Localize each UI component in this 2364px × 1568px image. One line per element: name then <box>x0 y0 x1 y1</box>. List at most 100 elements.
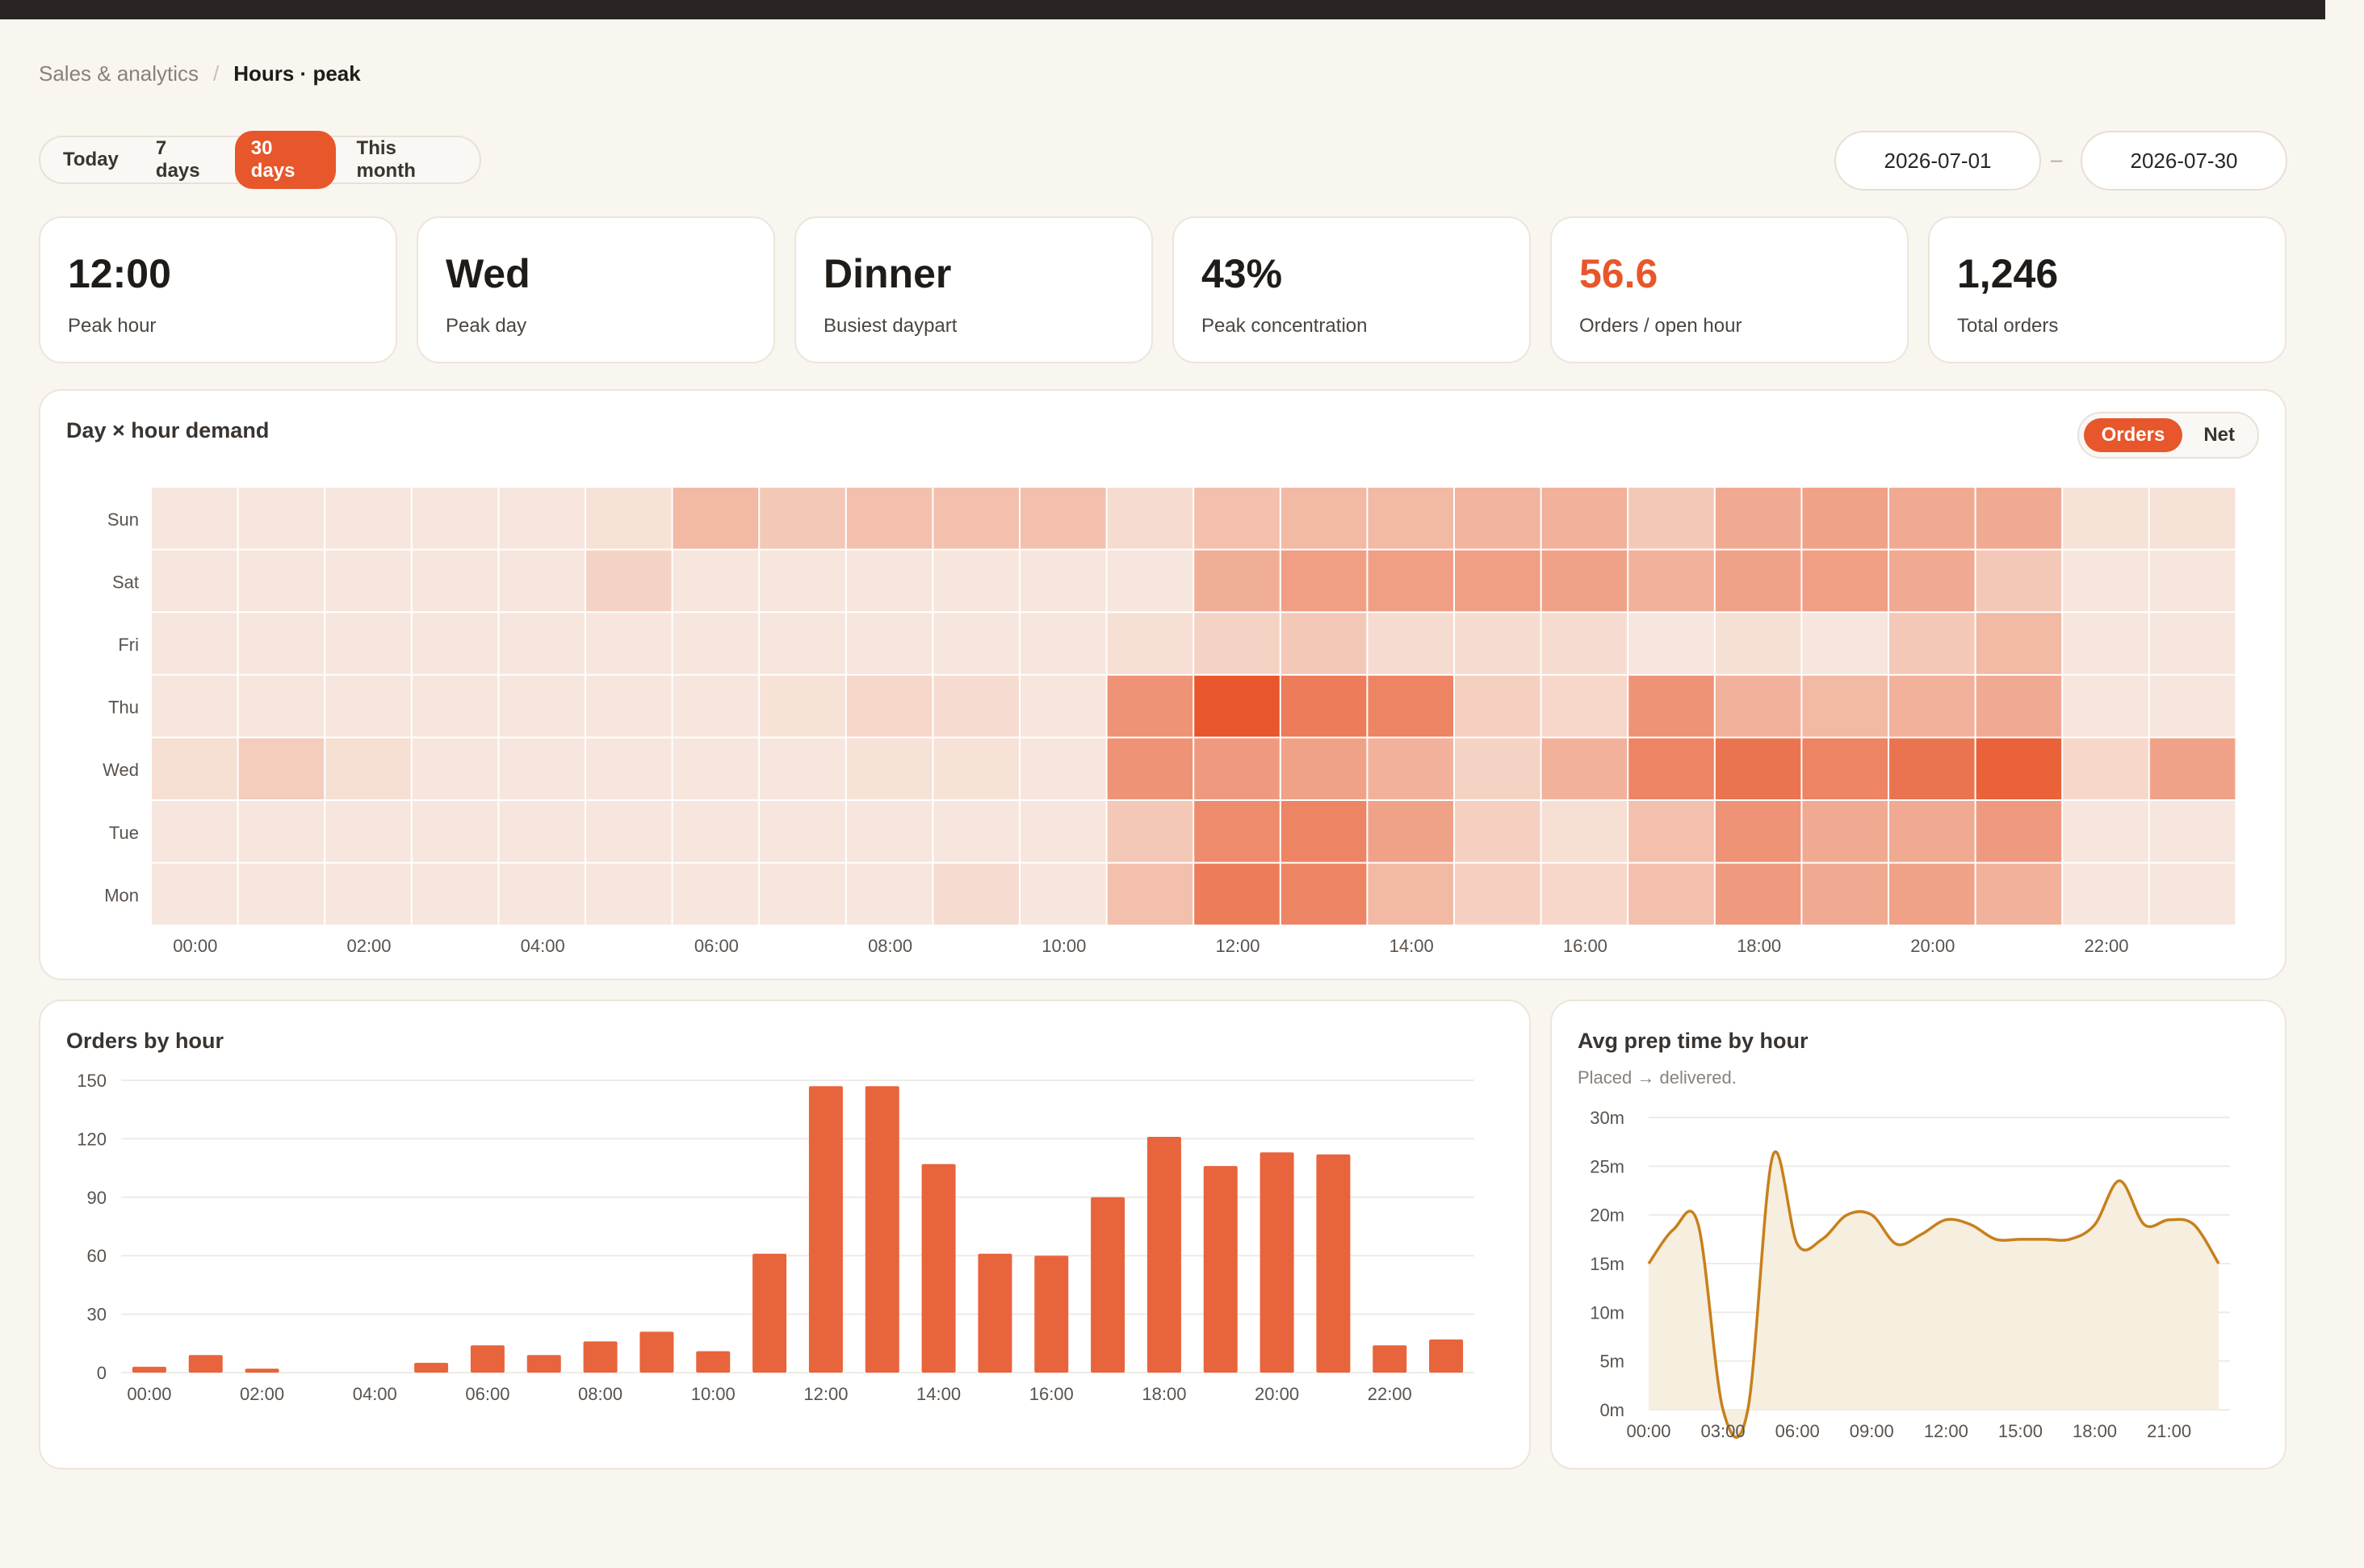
heatmap-cell <box>325 801 411 862</box>
heatmap-hour-label: 08:00 <box>868 936 912 956</box>
heatmap-cell <box>1194 864 1280 925</box>
tab-this-month[interactable]: This month <box>341 131 473 189</box>
heatmap-cell <box>1889 613 1975 674</box>
heatmap-cell <box>1889 864 1975 925</box>
heatmap-hour-label: 06:00 <box>694 936 739 956</box>
heatmap-cell <box>152 801 237 862</box>
heatmap-cell <box>1716 551 1801 612</box>
orders-bar <box>978 1254 1012 1373</box>
heatmap-cell <box>1976 801 2062 862</box>
orders-bar <box>696 1351 730 1373</box>
heatmap-cell <box>933 488 1019 549</box>
heatmap-cell <box>1889 676 1975 737</box>
line-chart-y-tick: 5m <box>1599 1352 1624 1372</box>
heatmap-cell <box>1802 801 1888 862</box>
heatmap-cell <box>586 801 672 862</box>
heatmap-cell <box>1368 864 1453 925</box>
kpi-label: Peak concentration <box>1201 315 1367 337</box>
heatmap-cell <box>933 864 1019 925</box>
heatmap-cell <box>1802 738 1888 799</box>
breadcrumb: Sales & analytics / Hours · peak <box>39 61 361 86</box>
heatmap-cell <box>499 801 585 862</box>
heatmap-cell <box>1021 551 1106 612</box>
heatmap-cell <box>673 551 759 612</box>
orders-bar <box>1316 1155 1350 1373</box>
heatmap-cell <box>1368 613 1453 674</box>
orders-bar <box>866 1086 899 1373</box>
line-chart-y-tick: 0m <box>1599 1400 1624 1420</box>
heatmap-cell <box>1194 801 1280 862</box>
heatmap-cell <box>586 864 672 925</box>
heatmap-cell <box>325 864 411 925</box>
orders-bar <box>414 1363 448 1373</box>
heatmap-cell <box>499 551 585 612</box>
heatmap-cell <box>325 551 411 612</box>
heatmap-cell <box>2063 613 2148 674</box>
orders-bar <box>809 1086 843 1373</box>
heatmap-day-label: Fri <box>118 635 139 655</box>
heatmap-cell <box>1976 864 2062 925</box>
orders-bar <box>639 1331 673 1373</box>
kpi-label: Busiest daypart <box>824 315 957 337</box>
heatmap-cell <box>1542 801 1628 862</box>
heatmap-cell <box>152 613 237 674</box>
orders-bar <box>189 1355 223 1373</box>
heatmap-cell <box>1542 551 1628 612</box>
orders-bar <box>584 1341 618 1373</box>
kpi-value: Dinner <box>824 250 951 297</box>
end-date-field[interactable]: 2026-07-30 <box>2081 131 2287 191</box>
heatmap-cell <box>1716 488 1801 549</box>
heatmap-cell <box>2150 676 2236 737</box>
tab-30-days[interactable]: 30 days <box>235 131 336 189</box>
heatmap-cell <box>1716 738 1801 799</box>
heatmap-cell <box>760 551 845 612</box>
kpi-label: Total orders <box>1957 315 2058 337</box>
breadcrumb-parent-link[interactable]: Sales & analytics <box>39 61 199 86</box>
heatmap-cell <box>499 864 585 925</box>
heatmap-hour-label: 20:00 <box>1910 936 1955 956</box>
line-chart-y-tick: 15m <box>1590 1254 1624 1274</box>
heatmap-cell <box>413 738 498 799</box>
start-date-field[interactable]: 2026-07-01 <box>1834 131 2041 191</box>
heatmap-cell <box>1368 738 1453 799</box>
tab-7-days[interactable]: 7 days <box>140 131 230 189</box>
heatmap-cell <box>2150 488 2236 549</box>
heatmap-cell <box>1021 738 1106 799</box>
heatmap-cell <box>413 864 498 925</box>
heatmap-cell <box>586 551 672 612</box>
heatmap-cell <box>1716 864 1801 925</box>
heatmap-cell <box>1628 551 1714 612</box>
heatmap-cell <box>760 488 845 549</box>
heatmap-cell <box>1802 864 1888 925</box>
heatmap-cell <box>1194 613 1280 674</box>
heatmap-cell <box>325 676 411 737</box>
line-chart-x-tick: 00:00 <box>1626 1421 1670 1441</box>
heatmap-cell <box>413 551 498 612</box>
line-chart-y-tick: 25m <box>1590 1156 1624 1176</box>
heatmap-cell <box>1194 551 1280 612</box>
heatmap-cell <box>2063 551 2148 612</box>
heatmap-cell <box>1108 801 1193 862</box>
heatmap-cell <box>760 738 845 799</box>
heatmap-hour-label: 02:00 <box>346 936 391 956</box>
heatmap-cell <box>760 676 845 737</box>
heatmap-cell <box>1281 551 1367 612</box>
heatmap-cell <box>673 613 759 674</box>
heatmap-cell <box>1108 613 1193 674</box>
bar-chart-x-tick: 04:00 <box>353 1384 397 1404</box>
heatmap-cell <box>413 613 498 674</box>
heatmap-cell <box>413 801 498 862</box>
heatmap-cell <box>1281 864 1367 925</box>
bar-chart-x-tick: 02:00 <box>240 1384 284 1404</box>
tab-today[interactable]: Today <box>47 142 135 178</box>
bar-chart-x-tick: 20:00 <box>1255 1384 1299 1404</box>
heatmap-cell <box>933 551 1019 612</box>
heatmap-cell <box>1108 551 1193 612</box>
orders-bar <box>1204 1166 1238 1373</box>
heatmap-cell <box>586 488 672 549</box>
orders-bar <box>922 1164 956 1373</box>
heatmap-cell <box>1194 738 1280 799</box>
heatmap-cell <box>1021 801 1106 862</box>
heatmap-cell <box>760 864 845 925</box>
heatmap-cell <box>1976 551 2062 612</box>
